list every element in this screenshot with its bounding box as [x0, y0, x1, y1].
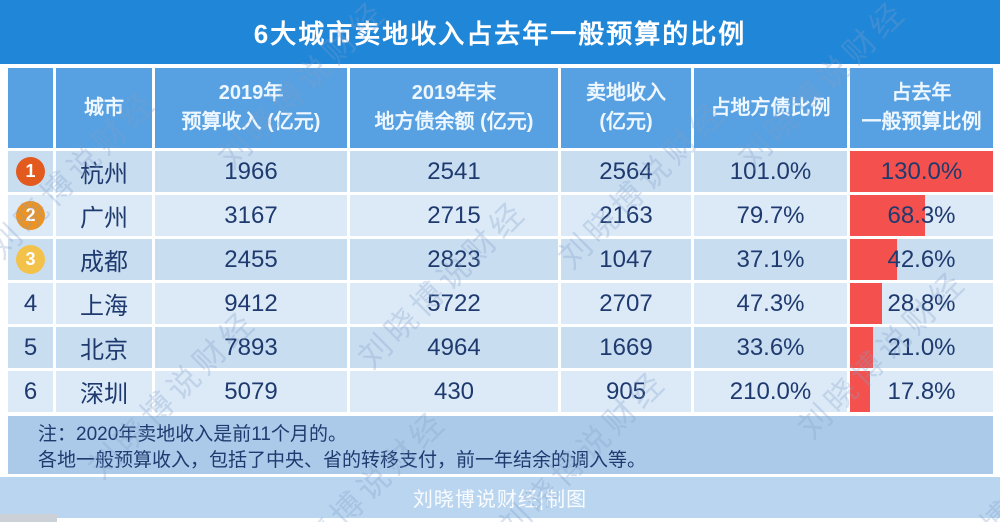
rank-cell: 4 — [8, 283, 53, 324]
ratio-label: 21.0% — [887, 333, 956, 361]
header-local-debt: 2019年末 地方债余额 (亿元) — [350, 68, 558, 148]
title-banner: 6大城市卖地收入占去年一般预算的比例 — [0, 0, 1000, 64]
budget-revenue-cell: 5079 — [155, 371, 347, 412]
city-cell: 北京 — [56, 327, 152, 368]
local-debt-cell: 5722 — [350, 283, 558, 324]
credit-text: 刘晓博说财经|制图 — [412, 489, 588, 511]
city-cell: 成都 — [56, 239, 152, 280]
ratio-label: 130.0% — [880, 157, 963, 185]
page-title: 6大城市卖地收入占去年一般预算的比例 — [253, 18, 747, 49]
land-revenue-cell: 2564 — [561, 151, 691, 192]
rank-cell: 6 — [8, 371, 53, 412]
rank-badge: 2 — [16, 201, 45, 230]
debt-ratio-cell: 79.7% — [694, 195, 847, 236]
budget-ratio-cell: 42.6% — [850, 239, 993, 280]
debt-ratio-cell: 101.0% — [694, 151, 847, 192]
header-budget-2019: 2019年 预算收入 (亿元) — [155, 68, 347, 148]
data-table: 城市 2019年 预算收入 (亿元) 2019年末 地方债余额 (亿元) 卖地收… — [8, 68, 993, 412]
header-city: 城市 — [56, 68, 152, 148]
rank-cell: 1 — [8, 151, 53, 192]
rank-badge: 4 — [23, 289, 38, 317]
ratio-label: 42.6% — [887, 245, 956, 273]
ratio-bar — [850, 371, 870, 412]
corner-artifact — [0, 514, 57, 522]
city-cell: 深圳 — [56, 371, 152, 412]
land-revenue-cell: 1669 — [561, 327, 691, 368]
debt-ratio-cell: 210.0% — [694, 371, 847, 412]
ratio-bar — [850, 239, 897, 280]
debt-ratio-cell: 47.3% — [694, 283, 847, 324]
rank-badge: 6 — [23, 377, 38, 405]
footnote-line-2: 各地一般预算收入，包括了中央、省的转移支付，前一年结余的调入等。 — [38, 450, 647, 471]
debt-ratio-cell: 37.1% — [694, 239, 847, 280]
header-budget-ratio: 占去年 一般预算比例 — [850, 68, 993, 148]
rank-badge: 5 — [23, 333, 38, 361]
budget-revenue-cell: 3167 — [155, 195, 347, 236]
header-land-revenue: 卖地收入 (亿元) — [561, 68, 691, 148]
header-debt-ratio: 占地方债比例 — [694, 68, 847, 148]
city-cell: 广州 — [56, 195, 152, 236]
budget-ratio-cell: 68.3% — [850, 195, 993, 236]
budget-ratio-cell: 28.8% — [850, 283, 993, 324]
ratio-bar — [850, 195, 926, 236]
city-cell: 杭州 — [56, 151, 152, 192]
budget-revenue-cell: 7893 — [155, 327, 347, 368]
rank-cell: 2 — [8, 195, 53, 236]
local-debt-cell: 430 — [350, 371, 558, 412]
budget-ratio-cell: 21.0% — [850, 327, 993, 368]
footnote-line-1: 注：2020年卖地收入是前11个月的。 — [38, 424, 347, 445]
budget-revenue-cell: 2455 — [155, 239, 347, 280]
ratio-bar — [850, 283, 882, 324]
local-debt-cell: 4964 — [350, 327, 558, 368]
budget-ratio-cell: 17.8% — [850, 371, 993, 412]
budget-revenue-cell: 9412 — [155, 283, 347, 324]
land-revenue-cell: 2707 — [561, 283, 691, 324]
rank-cell: 3 — [8, 239, 53, 280]
ratio-label: 17.8% — [887, 377, 956, 405]
rank-badge: 3 — [16, 245, 45, 274]
ratio-label: 68.3% — [887, 201, 956, 229]
credit-bar: 刘晓博说财经|制图 — [0, 477, 1000, 518]
debt-ratio-cell: 33.6% — [694, 327, 847, 368]
ratio-bar — [850, 151, 993, 192]
local-debt-cell: 2823 — [350, 239, 558, 280]
land-revenue-cell: 2163 — [561, 195, 691, 236]
budget-revenue-cell: 1966 — [155, 151, 347, 192]
budget-ratio-cell: 130.0% — [850, 151, 993, 192]
city-cell: 上海 — [56, 283, 152, 324]
local-debt-cell: 2715 — [350, 195, 558, 236]
rank-cell: 5 — [8, 327, 53, 368]
land-revenue-cell: 905 — [561, 371, 691, 412]
rank-badge: 1 — [16, 157, 45, 186]
header-rank — [8, 68, 53, 148]
ratio-label: 28.8% — [887, 289, 956, 317]
local-debt-cell: 2541 — [350, 151, 558, 192]
footnote-block: 注：2020年卖地收入是前11个月的。 各地一般预算收入，包括了中央、省的转移支… — [8, 416, 993, 474]
land-revenue-cell: 1047 — [561, 239, 691, 280]
ratio-bar — [850, 327, 874, 368]
